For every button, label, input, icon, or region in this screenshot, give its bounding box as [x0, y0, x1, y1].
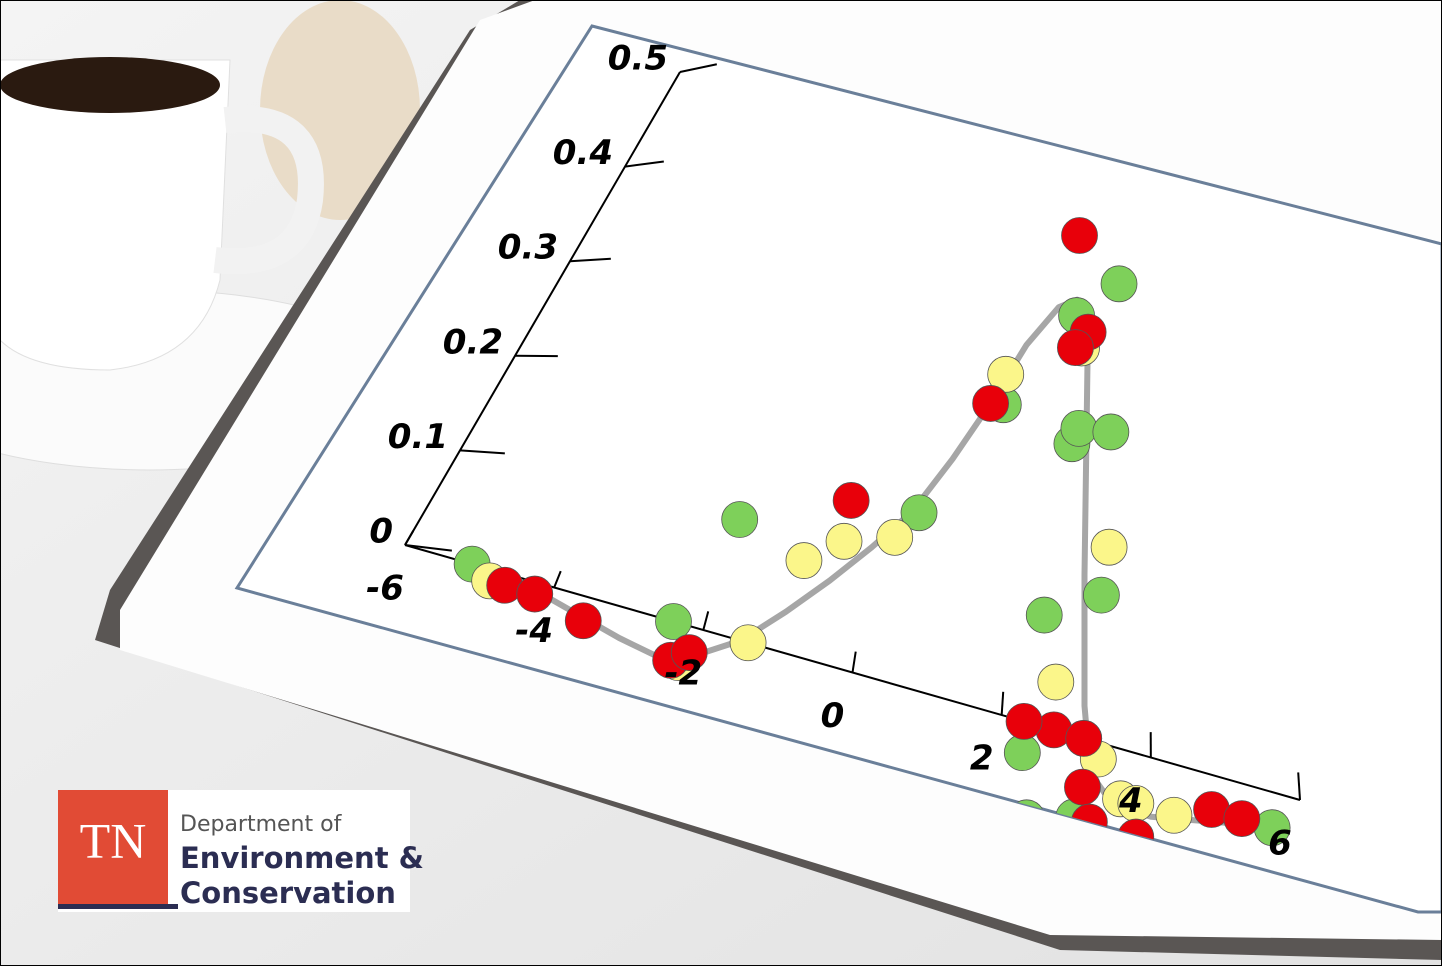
y-tick-label: 0 [369, 512, 393, 552]
y-tick-label: 0.1 [388, 417, 448, 457]
y-tick-label: 0.2 [443, 322, 503, 362]
point [1224, 801, 1260, 837]
point [973, 385, 1009, 421]
point [833, 482, 869, 518]
x-tick-label: 0 [821, 696, 845, 736]
point [1064, 769, 1100, 805]
point [1083, 577, 1119, 613]
y-tick-label: 0.5 [608, 39, 668, 79]
point [826, 523, 862, 559]
logo-line: Department of [180, 812, 343, 837]
x-tick-label: 2 [970, 739, 994, 779]
x-tick-label: -6 [366, 569, 404, 609]
point [730, 625, 766, 661]
point [877, 519, 913, 555]
x-tick-label: -2 [664, 654, 702, 694]
y-tick-label: 0.4 [553, 133, 613, 173]
point [1006, 703, 1042, 739]
point [1004, 735, 1040, 771]
coffee [0, 57, 220, 113]
point [1062, 218, 1098, 254]
point [1057, 330, 1093, 366]
point [1156, 797, 1192, 833]
point [1038, 664, 1074, 700]
point [1026, 597, 1062, 633]
point [722, 501, 758, 537]
x-tick-label: 4 [1118, 781, 1143, 821]
x-tick-label: 6 [1268, 824, 1292, 864]
point [565, 603, 601, 639]
point [1093, 414, 1129, 450]
point [1066, 720, 1102, 756]
point [1061, 410, 1097, 446]
logo-line: Conservation [180, 876, 396, 910]
logo-mark: TN [80, 812, 147, 868]
point [656, 604, 692, 640]
point [517, 576, 553, 612]
x-tick-label: -4 [515, 611, 553, 651]
point [1091, 529, 1127, 565]
point [786, 543, 822, 579]
y-tick-label: 0.3 [498, 228, 558, 268]
logo-line: Environment & [180, 841, 424, 875]
point [1101, 266, 1137, 302]
logo-underline [58, 904, 178, 909]
